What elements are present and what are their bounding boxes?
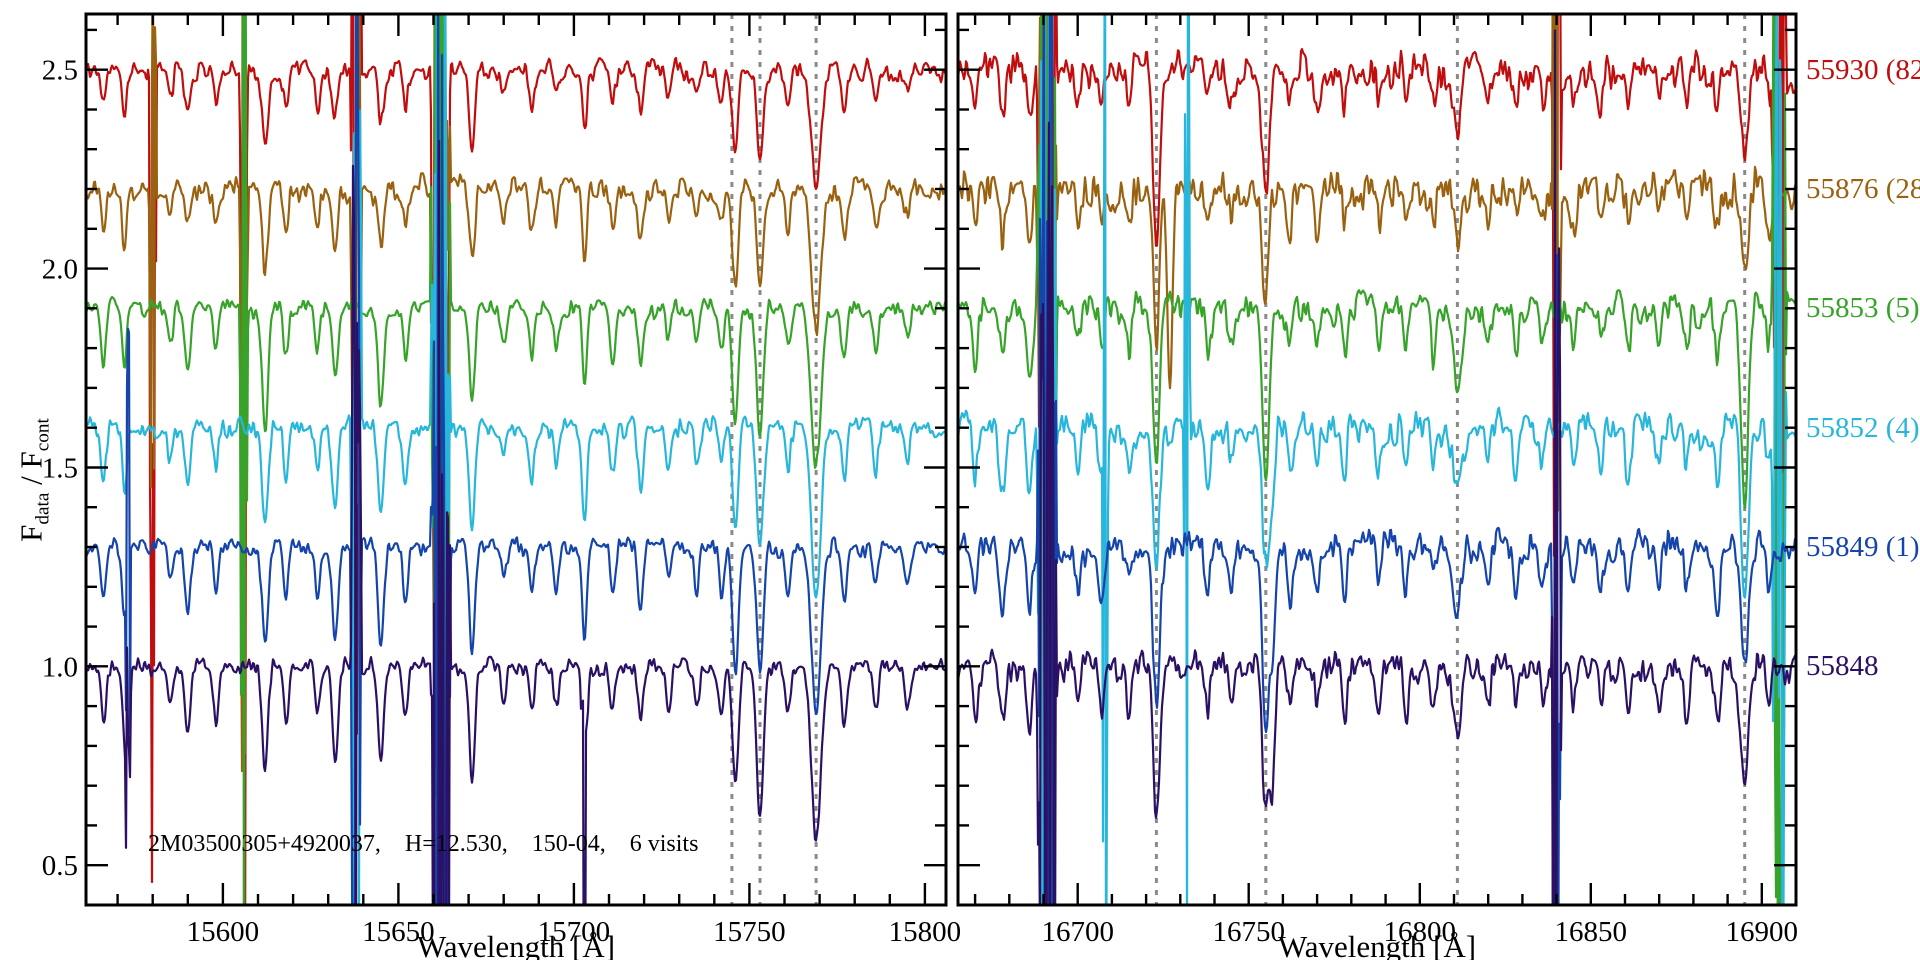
x-tick-label: 15750	[713, 916, 786, 948]
visit-label-55853: 55853 (5)	[1806, 292, 1920, 324]
x-tick-label: 15650	[362, 916, 435, 948]
spectrum-curve-55876	[958, 14, 1796, 905]
spectrum-curve-55853	[86, 14, 946, 905]
spectrum-curve-55852	[86, 14, 946, 905]
y-axis-label: Fdata / Fcont	[14, 418, 55, 542]
spectrum-curve-55930	[86, 14, 946, 905]
y-tick-label: 2.0	[42, 254, 78, 286]
y-tick-label: 0.5	[42, 850, 78, 882]
x-tick-label: 15700	[538, 916, 611, 948]
visit-label-55852: 55852 (4)	[1806, 412, 1920, 444]
spectrum-curve-55853	[958, 14, 1796, 905]
spectrum-curve-55848	[958, 29, 1796, 905]
visit-label-55876: 55876 (28)	[1806, 173, 1920, 205]
y-axis-label-f1: F	[13, 524, 49, 542]
left-panel-border	[84, 12, 948, 907]
target-annotation: 2M03500305+4920037, H=12.530, 150-04, 6 …	[148, 831, 699, 857]
spectrum-curve-55848	[86, 139, 946, 905]
x-tick-label: 15800	[889, 916, 962, 948]
y-axis-label-sub-cont: cont	[32, 418, 54, 452]
x-tick-label: 15600	[187, 916, 260, 948]
y-tick-label: 2.5	[42, 55, 78, 87]
right-panel-border	[956, 12, 1798, 907]
visit-label-55848: 55848	[1806, 650, 1879, 682]
x-tick-label: 16750	[1212, 916, 1285, 948]
left-panel	[86, 14, 946, 905]
right-panel	[958, 14, 1796, 905]
y-axis-label-mid: / F	[13, 451, 49, 493]
x-tick-label: 16850	[1555, 916, 1628, 948]
x-tick-label: 16900	[1726, 916, 1799, 948]
x-axis-label-left: Wavelength [Å]	[416, 929, 616, 960]
y-tick-label: 1.5	[42, 453, 78, 485]
spectrum-curve-55930	[958, 14, 1796, 835]
x-axis-label-right: Wavelength [Å]	[1277, 929, 1477, 960]
visit-label-55849: 55849 (1)	[1806, 531, 1920, 563]
visit-label-55930: 55930 (82)	[1806, 54, 1920, 86]
y-tick-label: 1.0	[42, 651, 78, 683]
spectrum-curve-55849	[86, 14, 946, 905]
x-tick-label: 16800	[1384, 916, 1457, 948]
y-axis-label-sub-data: data	[32, 492, 54, 525]
x-tick-label: 16700	[1041, 916, 1114, 948]
spectrum-curve-55852	[958, 14, 1796, 905]
spectrum-curve-55876	[86, 14, 946, 905]
spectrum-curve-55849	[958, 14, 1796, 905]
